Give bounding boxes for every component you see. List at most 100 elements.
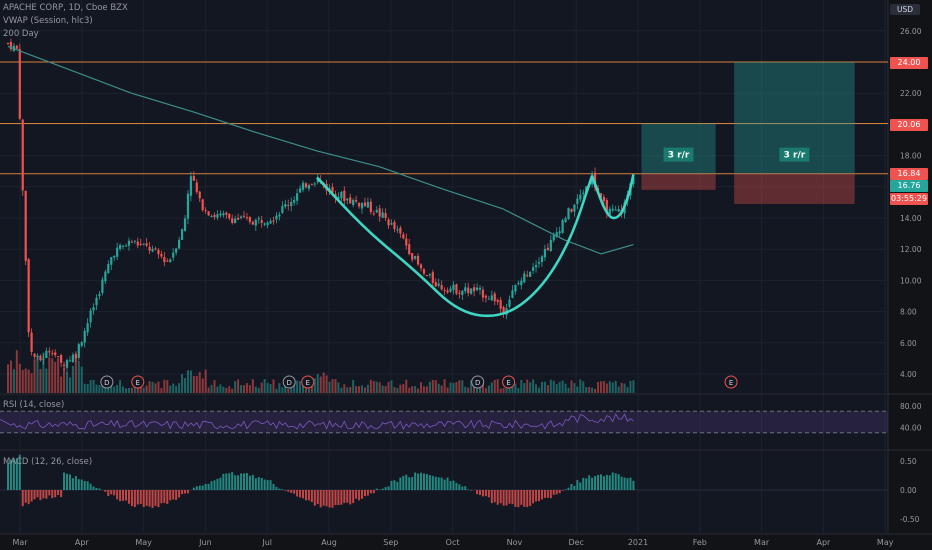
candle-body — [33, 353, 36, 357]
currency-badge[interactable]: USD — [890, 4, 920, 15]
event-marker — [502, 375, 516, 389]
volume-bar — [184, 378, 187, 393]
macd-histogram-bar — [39, 490, 42, 501]
volume-bar — [467, 387, 470, 393]
volume-bar — [532, 379, 535, 393]
event-marker — [724, 375, 738, 389]
candle-body — [355, 199, 358, 202]
volume-bar — [511, 381, 514, 393]
macd-histogram-bar — [45, 490, 48, 499]
volume-bar — [21, 369, 24, 393]
volume-bar — [51, 358, 54, 393]
volume-bar — [546, 385, 549, 393]
candle-body — [452, 284, 455, 291]
volume-bar — [543, 381, 546, 393]
macd-histogram-bar — [599, 474, 602, 490]
volume-bar — [496, 379, 499, 393]
candle-body — [366, 202, 370, 208]
candle-body — [537, 262, 541, 264]
macd-histogram-bar — [86, 481, 89, 490]
event-marker-label: E — [506, 379, 510, 387]
candle-body — [98, 294, 101, 297]
volume-bar — [316, 373, 319, 393]
macd-histogram-bar — [535, 490, 538, 502]
volume-bar — [86, 384, 89, 393]
volume-bar — [293, 380, 296, 393]
macd-histogram-bar — [343, 490, 346, 504]
candle-body — [408, 244, 411, 255]
macd-histogram-bar — [632, 480, 635, 490]
candle-body — [561, 220, 564, 233]
candle-body — [130, 241, 134, 243]
macd-histogram-bar — [608, 475, 611, 490]
candle-body — [582, 192, 585, 194]
macd-histogram-bar — [481, 490, 484, 497]
macd-histogram-bar — [222, 473, 225, 490]
macd-histogram-bar — [402, 475, 405, 490]
macd-histogram-bar — [487, 490, 490, 498]
macd-histogram-bar — [626, 478, 629, 490]
candle-body — [573, 204, 576, 212]
macd-histogram-bar — [12, 458, 15, 490]
candle-body — [175, 248, 178, 253]
vwap-legend[interactable]: VWAP (Session, hlc3) — [3, 16, 93, 26]
volume-bar — [130, 387, 133, 393]
macd-histogram-bar — [27, 490, 30, 505]
macd-histogram-bar — [36, 490, 39, 498]
volume-bar — [481, 382, 484, 393]
macd-histogram-bar — [240, 473, 243, 490]
event-marker — [282, 375, 296, 389]
candle-body — [593, 172, 597, 188]
macd-histogram-bar — [532, 490, 535, 504]
candle-body — [446, 290, 449, 293]
candle-body — [608, 208, 611, 215]
macd-histogram-bar — [284, 490, 287, 491]
candle-body — [381, 212, 384, 218]
volume-bar — [266, 382, 269, 393]
ma-legend[interactable]: 200 Day — [3, 29, 39, 39]
event-marker-label: D — [286, 379, 291, 387]
macd-histogram-bar — [30, 490, 33, 502]
volume-bar — [570, 380, 573, 393]
candle-body — [570, 208, 573, 212]
volume-bar — [83, 383, 86, 393]
macd-histogram-bar — [307, 490, 310, 501]
candle-body — [546, 247, 549, 251]
volume-bar — [420, 382, 423, 393]
macd-histogram-bar — [467, 489, 470, 490]
rsi-tick-label: 40.00 — [900, 423, 922, 432]
candle-body — [151, 248, 154, 252]
candle-body — [567, 208, 570, 220]
event-marker — [131, 375, 145, 389]
candle-body — [172, 252, 175, 258]
volume-bar — [375, 381, 378, 393]
macd-legend[interactable]: MACD (12, 26, close) — [3, 457, 93, 467]
volume-bar — [36, 357, 39, 393]
candle-body — [599, 193, 603, 198]
volume-bar — [428, 381, 431, 393]
candle-body — [534, 265, 538, 268]
candle-body — [195, 182, 198, 192]
volume-bar — [355, 386, 358, 393]
macd-histogram-bar — [136, 490, 139, 505]
candle-body — [340, 192, 343, 199]
candle-body — [234, 218, 237, 224]
macd-histogram-bar — [594, 476, 597, 490]
macd-tick-label: 0.50 — [900, 457, 917, 466]
rsi-legend[interactable]: RSI (14, close) — [3, 400, 65, 410]
candle-body — [124, 245, 128, 247]
candle-body — [237, 217, 240, 220]
volume-bar — [378, 382, 381, 393]
volume-bar — [346, 387, 349, 393]
rr-label: 3 r/r — [668, 151, 690, 161]
volume-bar — [160, 388, 163, 393]
candle-body — [313, 183, 316, 185]
candle-body — [6, 43, 10, 45]
candle-body — [496, 299, 499, 302]
candle-body — [310, 184, 313, 186]
volume-bar — [555, 384, 558, 393]
candle-body — [21, 119, 24, 191]
candle-body — [166, 260, 169, 262]
volume-bar — [381, 385, 384, 393]
